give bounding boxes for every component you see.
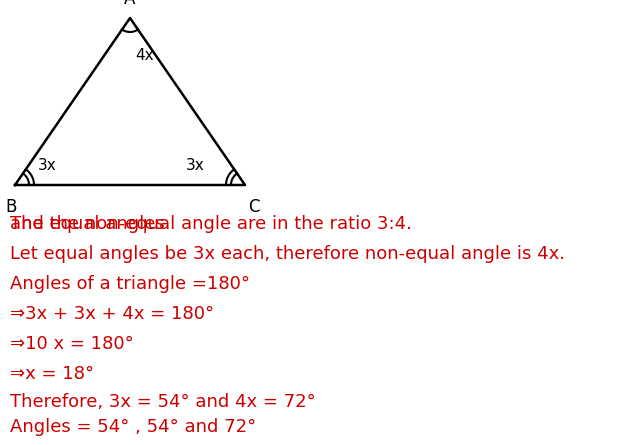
Text: Let equal angles be 3x each, therefore non-equal angle is 4x.: Let equal angles be 3x each, therefore n…: [10, 245, 565, 263]
Text: and the non-equal angle are in the ratio 3:4.: and the non-equal angle are in the ratio…: [10, 215, 412, 233]
Text: Angles of a triangle =180°: Angles of a triangle =180°: [10, 275, 250, 293]
Text: Angles = 54° , 54° and 72°: Angles = 54° , 54° and 72°: [10, 418, 256, 436]
Text: 4x: 4x: [135, 48, 154, 63]
Text: The equal angles: The equal angles: [10, 215, 171, 233]
Text: ⇒3x + 3x + 4x = 180°: ⇒3x + 3x + 4x = 180°: [10, 305, 214, 323]
Text: Therefore, 3x = 54° and 4x = 72°: Therefore, 3x = 54° and 4x = 72°: [10, 393, 316, 411]
Text: ⇒x = 18°: ⇒x = 18°: [10, 365, 94, 383]
Text: A: A: [125, 0, 136, 8]
Text: ⇒10 x = 180°: ⇒10 x = 180°: [10, 335, 134, 353]
Text: B: B: [5, 198, 16, 216]
Text: C: C: [248, 198, 260, 216]
Text: 3x: 3x: [186, 158, 205, 173]
Text: 3x: 3x: [38, 158, 57, 173]
